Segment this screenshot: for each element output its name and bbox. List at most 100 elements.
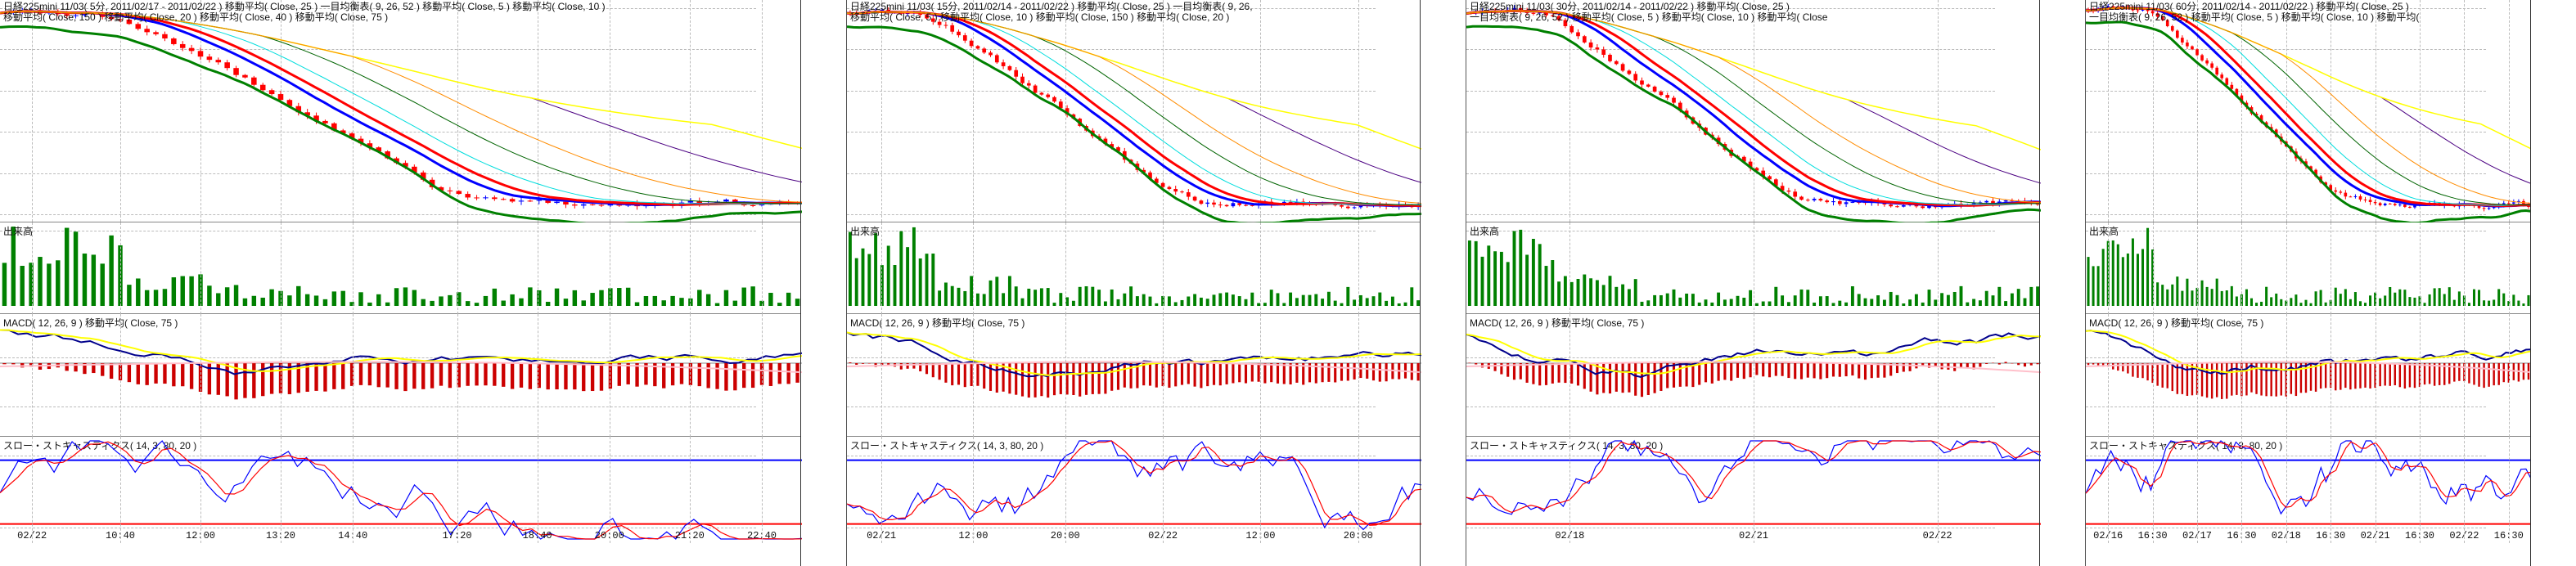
vertical-gridline	[2464, 437, 2465, 543]
vertical-gridline	[2197, 314, 2198, 437]
volume-chart-area: 出来高390.00	[0, 222, 801, 314]
price-candles-svg	[0, 0, 802, 222]
vertical-gridline	[2241, 437, 2242, 543]
vertical-gridline	[200, 222, 201, 314]
vertical-gridline	[2153, 222, 2154, 314]
vertical-gridline	[1260, 437, 1261, 543]
vertical-gridline	[2464, 314, 2465, 437]
vertical-gridline	[120, 222, 121, 314]
vertical-gridline	[1358, 437, 1359, 543]
volume-chart-area: 出来高155.00	[1466, 222, 2040, 314]
vertical-gridline	[2286, 222, 2287, 314]
stochastic-chart-area: スロー・ストキャスティクス( 14, 3, 80, 20 )100.0045.0…	[1466, 437, 2040, 543]
vertical-gridline	[1358, 222, 1359, 314]
price-chart-area: 10,87010,81510,76010,70510,65010,595	[1466, 0, 2040, 222]
volume-label: 出来高	[850, 224, 880, 238]
vertical-gridline	[2509, 222, 2510, 314]
vertical-gridline	[1163, 314, 1164, 437]
vertical-gridline	[200, 437, 201, 543]
vertical-gridline	[2241, 222, 2242, 314]
vertical-gridline	[1569, 437, 1570, 543]
volume-label: 出来高	[3, 224, 33, 238]
vertical-gridline	[2108, 314, 2109, 437]
price-chart-area: 10,85010,79510,74510,69510,64510,590	[0, 0, 801, 222]
stochastic-lines-svg	[847, 437, 1421, 543]
vertical-gridline	[1163, 437, 1164, 543]
macd-chart-area: MACD( 12, 26, 9 ) 移動平均( Close, 75 )108.4…	[847, 314, 1421, 437]
vertical-gridline	[2420, 222, 2421, 314]
vertical-gridline	[2420, 437, 2421, 543]
vertical-gridline	[353, 437, 354, 543]
axis-divider	[2039, 0, 2040, 566]
volume-bars-svg	[847, 222, 1421, 314]
price-chart-area: 10,89010,83010,77010,71010,65010,590	[2086, 0, 2531, 222]
vertical-gridline	[1358, 314, 1359, 437]
vertical-gridline	[1569, 314, 1570, 437]
vertical-gridline	[1260, 222, 1261, 314]
vertical-gridline	[1938, 222, 1939, 314]
vertical-gridline	[973, 222, 974, 314]
vertical-gridline	[2286, 314, 2287, 437]
vertical-gridline	[690, 437, 691, 543]
vertical-gridline	[1065, 437, 1066, 543]
vertical-gridline	[2286, 437, 2287, 543]
volume-label: 出来高	[1470, 224, 1499, 238]
vertical-gridline	[973, 437, 974, 543]
stochastic-chart-area: スロー・ストキャスティクス( 14, 3, 80, 20 )100.0045.0…	[847, 437, 1421, 543]
vertical-gridline	[2153, 437, 2154, 543]
vertical-gridline	[1938, 314, 1939, 437]
vertical-gridline	[881, 222, 882, 314]
volume-chart-area: 出来高65.00× 1000	[847, 222, 1421, 314]
stochastic-chart-area: スロー・ストキャスティクス( 14, 3, 80, 20 )100.0045.0…	[2086, 437, 2531, 543]
vertical-gridline	[120, 314, 121, 437]
vertical-gridline	[2108, 437, 2109, 543]
vertical-gridline	[762, 314, 763, 437]
price-candles-svg	[1466, 0, 2041, 222]
volume-chart-area: 出来高260.00	[2086, 222, 2531, 314]
macd-chart-area: MACD( 12, 26, 9 ) 移動平均( Close, 75 )108.2…	[2086, 314, 2531, 437]
vertical-gridline	[120, 437, 121, 543]
vertical-gridline	[690, 222, 691, 314]
axis-divider	[800, 0, 801, 566]
vertical-gridline	[762, 437, 763, 543]
price-panel-5min: 日経225mini 11/03( 5分, 2011/02/17 - 2011/0…	[0, 0, 847, 566]
price-chart-area: 10,87010,81510,76010,70510,65010,595	[847, 0, 1421, 222]
chart-grid: 日経225mini 11/03( 5分, 2011/02/17 - 2011/0…	[0, 0, 2576, 566]
vertical-gridline	[1569, 222, 1570, 314]
vertical-gridline	[881, 437, 882, 543]
price-panel-60min: 日経225mini 11/03( 60分, 2011/02/14 - 2011/…	[2086, 0, 2576, 566]
vertical-gridline	[1163, 222, 1164, 314]
vertical-gridline	[32, 437, 33, 543]
vertical-gridline	[353, 314, 354, 437]
vertical-gridline	[881, 314, 882, 437]
vertical-gridline	[1260, 314, 1261, 437]
vertical-gridline	[2197, 222, 2198, 314]
vertical-gridline	[2464, 222, 2465, 314]
vertical-gridline	[2509, 314, 2510, 437]
vertical-gridline	[2197, 437, 2198, 543]
vertical-gridline	[2420, 314, 2421, 437]
vertical-gridline	[32, 314, 33, 437]
volume-label: 出来高	[2089, 224, 2119, 238]
vertical-gridline	[762, 222, 763, 314]
macd-chart-area: MACD( 12, 26, 9 ) 移動平均( Close, 75 )108.4…	[1466, 314, 2040, 437]
vertical-gridline	[1938, 437, 1939, 543]
vertical-gridline	[973, 314, 974, 437]
vertical-gridline	[690, 314, 691, 437]
axis-divider	[1420, 0, 1421, 566]
vertical-gridline	[1065, 222, 1066, 314]
vertical-gridline	[1065, 314, 1066, 437]
price-panel-15min: 日経225mini 11/03( 15分, 2011/02/14 - 2011/…	[847, 0, 1466, 566]
vertical-gridline	[457, 437, 458, 543]
vertical-gridline	[457, 314, 458, 437]
price-candles-svg	[847, 0, 1421, 222]
vertical-gridline	[457, 222, 458, 314]
vertical-gridline	[2153, 314, 2154, 437]
vertical-gridline	[2241, 314, 2242, 437]
axis-divider	[2530, 0, 2531, 566]
price-candles-svg	[2086, 0, 2531, 222]
vertical-gridline	[200, 314, 201, 437]
macd-chart-area: MACD( 12, 26, 9 ) 移動平均( Close, 75 )108.4…	[0, 314, 801, 437]
stochastic-chart-area: スロー・ストキャスティクス( 14, 3, 80, 20 )100.0045.0…	[0, 437, 801, 543]
vertical-gridline	[353, 222, 354, 314]
